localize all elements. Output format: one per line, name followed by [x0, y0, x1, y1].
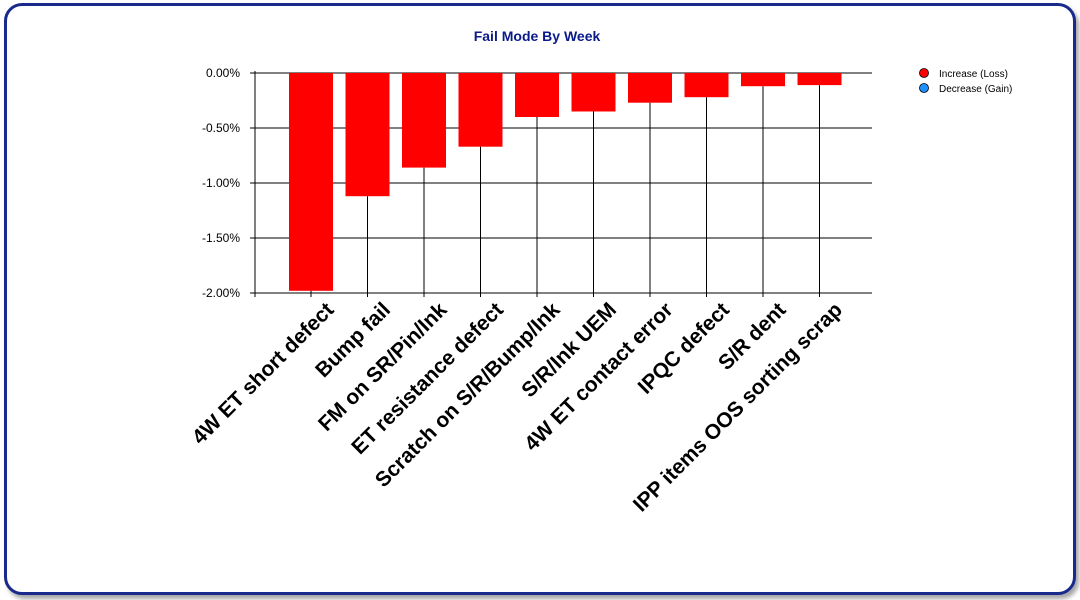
legend: Increase (Loss) Decrease (Gain) [919, 68, 1012, 95]
bar [402, 73, 446, 168]
bar [628, 73, 672, 103]
y-tick-label: -1.50% [202, 231, 240, 245]
y-tick-label: -2.00% [202, 286, 240, 300]
chart-title: Fail Mode By Week [474, 28, 601, 44]
y-tick-label: -0.50% [202, 121, 240, 135]
legend-label-decrease: Decrease (Gain) [939, 84, 1012, 95]
bar [458, 73, 503, 147]
bar [515, 73, 559, 117]
bar [289, 73, 333, 291]
category-lines [310, 85, 820, 297]
y-tick-labels: 0.00% -0.50% -1.00% -1.50% -2.00% [202, 66, 240, 300]
bar [797, 73, 842, 86]
bar [345, 73, 390, 197]
legend-marker-increase [919, 68, 929, 78]
legend-marker-decrease [919, 83, 929, 93]
x-tick-label: 4W ET short defect [188, 298, 339, 449]
y-tick-label: 0.00% [206, 66, 240, 80]
bars [289, 73, 842, 291]
bar [571, 73, 616, 112]
legend-label-increase: Increase (Loss) [939, 69, 1008, 80]
y-tick-label: -1.00% [202, 176, 240, 190]
bar [684, 73, 729, 98]
x-tick-label: IPP items OOS sorting scrap [629, 298, 847, 516]
axes [250, 71, 872, 297]
bar [741, 73, 785, 87]
